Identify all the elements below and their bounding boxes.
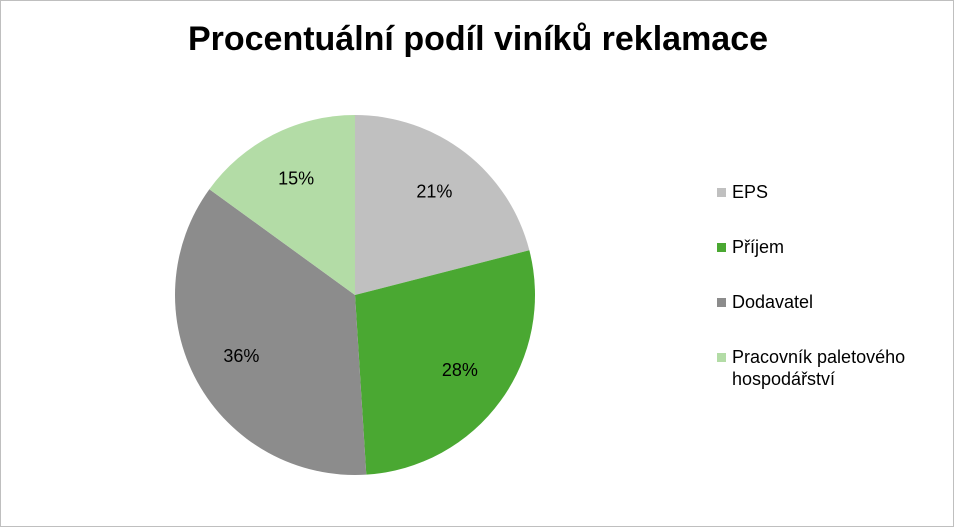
data-label: 28% (442, 360, 478, 380)
legend-item: Pracovník paletového hospodářství (717, 346, 947, 390)
chart-title: Procentuální podíl viníků reklamace (188, 20, 768, 58)
legend-swatch (717, 353, 726, 362)
legend-item: EPS (717, 181, 947, 203)
pie-slice (355, 250, 535, 475)
legend-item: Příjem (717, 236, 947, 258)
legend-swatch (717, 298, 726, 307)
legend-label: EPS (732, 182, 769, 202)
legend-item: Dodavatel (717, 291, 947, 313)
data-label: 21% (416, 181, 452, 201)
data-label: 36% (223, 346, 259, 366)
data-label: 15% (278, 168, 314, 188)
pie-slice (209, 114, 355, 295)
pie-slice (355, 115, 530, 295)
legend-label: Dodavatel (732, 292, 814, 312)
legend-label: Pracovník paletového hospodářství (732, 347, 906, 389)
legend: EPS Příjem Dodavatel Pracovník paletového h… (717, 181, 947, 423)
legend-label: Příjem (732, 237, 785, 257)
pie-slice (175, 189, 367, 475)
legend-swatch (717, 188, 726, 197)
legend-swatch (717, 243, 726, 252)
